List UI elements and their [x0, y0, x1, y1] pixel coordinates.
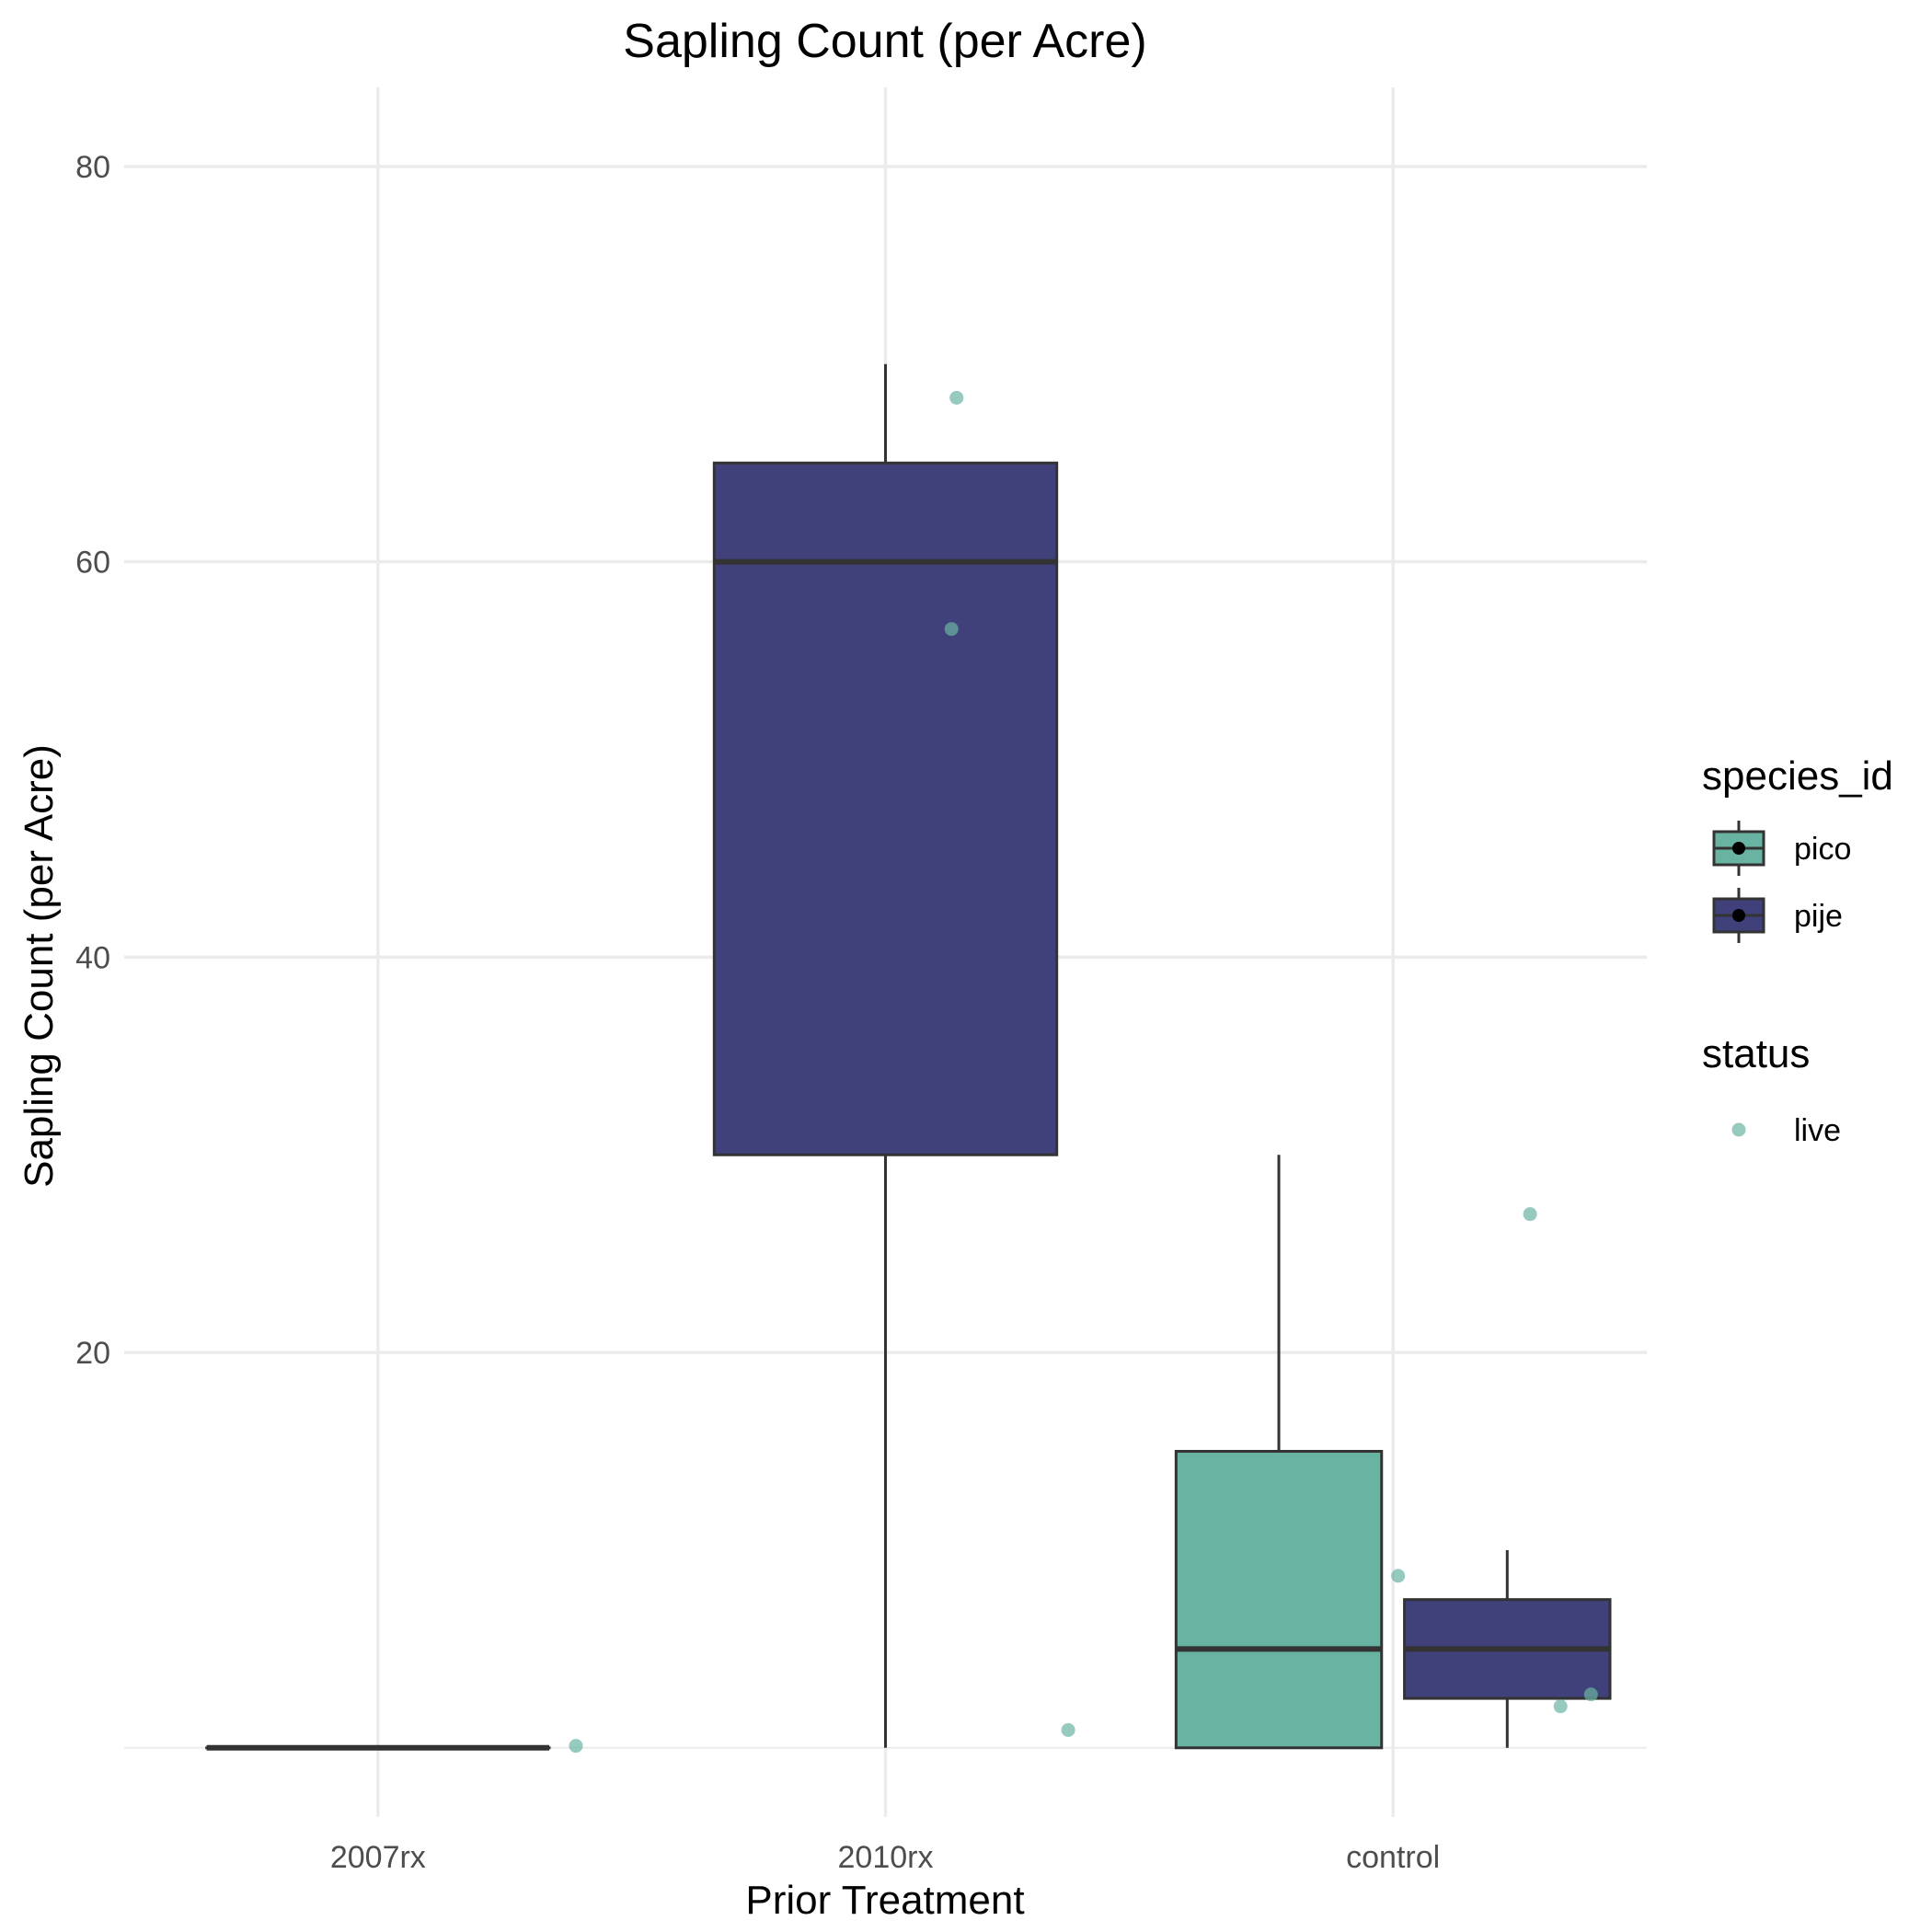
box — [712, 461, 1059, 1156]
legend: species_id pico pije status live — [1702, 753, 1893, 1148]
y-axis-title: Sapling Count (per Acre) — [17, 744, 62, 1188]
legend-item-pico: pico — [1712, 821, 1851, 876]
legend-key-dot — [1732, 909, 1745, 922]
y-tick-label: 60 — [75, 546, 110, 581]
legend-status-items: live — [1731, 1113, 1841, 1148]
legend-label: live — [1794, 1113, 1841, 1148]
chart-title: Sapling Count (per Acre) — [623, 15, 1146, 68]
legend-key-point — [1731, 1122, 1746, 1137]
y-tick-label: 80 — [75, 150, 110, 185]
point-live — [569, 1739, 583, 1754]
point-live — [944, 622, 959, 637]
x-tick-label: 2010rx — [838, 1840, 934, 1875]
point-live — [1553, 1699, 1568, 1714]
legend-species-items: pico pije — [1712, 821, 1851, 943]
x-tick-label: 2007rx — [330, 1840, 426, 1875]
x-axis-title: Prior Treatment — [745, 1878, 1024, 1923]
point-live — [949, 390, 964, 405]
y-tick-label: 40 — [75, 940, 110, 975]
boxplot-pije-2010rx — [712, 363, 1059, 1748]
axis-ticks: 20 40 60 80 2007rx 2010rx control — [75, 150, 1440, 1875]
box — [1174, 1450, 1384, 1750]
legend-label: pije — [1794, 899, 1843, 934]
legend-item-pije: pije — [1712, 888, 1843, 943]
legend-key-dot — [1732, 842, 1745, 855]
point-live — [1583, 1687, 1598, 1702]
point-live — [1061, 1722, 1075, 1737]
legend-label: pico — [1794, 832, 1851, 867]
legend-status-title: status — [1702, 1031, 1810, 1076]
boxplot-pije-control — [1403, 1549, 1612, 1748]
y-tick-label: 20 — [75, 1336, 110, 1371]
boxplots — [205, 363, 1612, 1751]
x-tick-label: control — [1346, 1840, 1440, 1875]
point-live — [1391, 1569, 1406, 1583]
legend-item-live: live — [1731, 1113, 1841, 1148]
point-live — [1523, 1207, 1537, 1222]
jitter-points — [569, 390, 1598, 1754]
legend-species-title: species_id — [1702, 753, 1893, 799]
boxplot-pico-control — [1174, 1155, 1384, 1750]
